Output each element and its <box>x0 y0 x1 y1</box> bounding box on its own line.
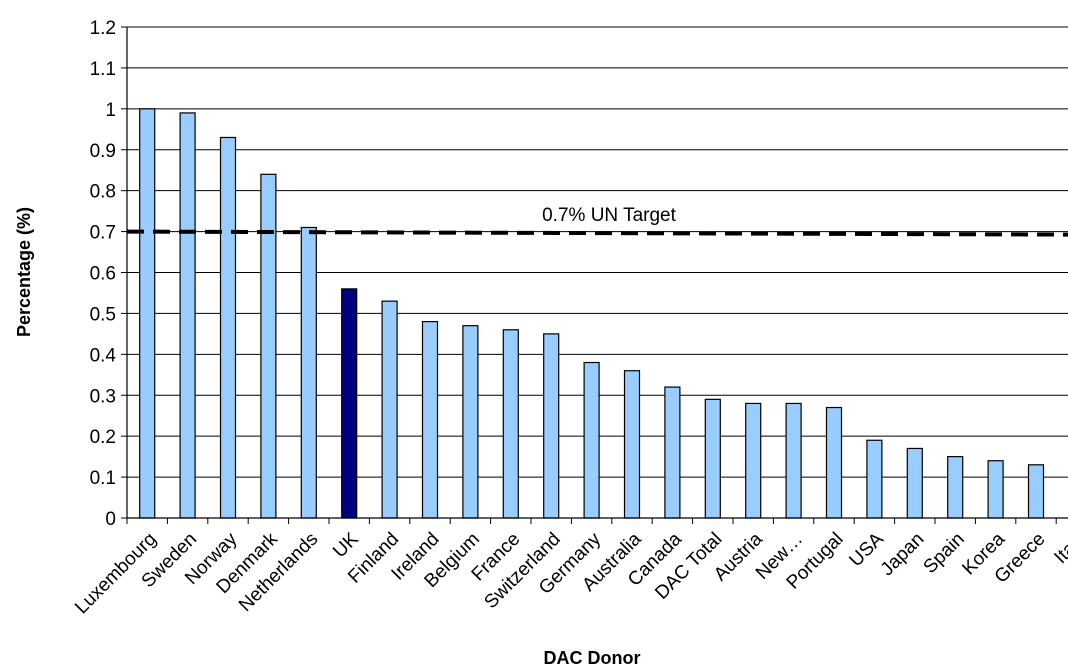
bar-austria <box>745 402 762 519</box>
x-axis-title: DAC Donor <box>544 648 641 668</box>
y-tick-label: 1 <box>105 100 116 121</box>
x-tick-label: UK <box>329 528 363 562</box>
bar-canada <box>664 386 681 519</box>
target-dashed-line <box>126 229 1068 237</box>
x-tick-label: Japan <box>877 529 928 580</box>
bar-australia <box>623 370 641 519</box>
y-tick-label: 0.5 <box>90 304 116 325</box>
bar-norway <box>219 136 237 519</box>
bar-uk <box>341 288 358 519</box>
bar-korea <box>987 460 1004 519</box>
axes <box>121 26 1068 524</box>
bar-denmark <box>260 173 277 519</box>
y-tick-label: 0.3 <box>90 386 116 407</box>
un-target-line <box>126 229 1068 237</box>
bar-luxembourg <box>139 108 156 519</box>
y-tick-label: 0.6 <box>90 264 116 285</box>
bar-dac-total <box>704 398 721 519</box>
bar-new <box>785 402 802 519</box>
bar-germany <box>583 361 600 519</box>
y-tick-label: 0.2 <box>90 427 116 448</box>
bar-greece <box>1027 464 1045 519</box>
y-tick-label: 0.4 <box>90 345 117 366</box>
x-tick-label: Italy <box>1050 528 1068 568</box>
bar-netherlands <box>300 226 317 519</box>
bar-finland <box>381 300 398 519</box>
bar-japan <box>906 447 923 519</box>
bar-spain <box>947 456 964 519</box>
y-tick-labels: 0 0.1 0.2 0.3 0.4 0.5 0.6 0.7 0.8 0.9 1 1.1 1.2 <box>90 18 117 530</box>
y-tick-label: 0.1 <box>90 468 116 489</box>
y-tick-label: 0 <box>105 509 116 530</box>
gridlines <box>127 26 1068 478</box>
bar-ireland <box>421 321 439 519</box>
bar-belgium <box>462 325 479 519</box>
bars <box>139 108 1045 519</box>
x-tick-label: Spain <box>920 529 969 578</box>
bar-switzerland <box>543 333 560 519</box>
bar-usa <box>866 439 883 519</box>
bar-france <box>502 329 519 519</box>
y-axis-title: Percentage (%) <box>14 207 34 337</box>
bar-sweden <box>179 112 196 519</box>
bar-portugal <box>825 406 843 519</box>
x-tick-labels: LuxembourgSwedenNorwayDenmarkNetherlands… <box>71 528 1068 618</box>
y-tick-label: 0.7 <box>90 223 116 244</box>
y-tick-label: 0.8 <box>90 182 116 203</box>
y-tick-label: 1.1 <box>90 59 116 80</box>
y-tick-label: 0.9 <box>90 141 116 162</box>
un-target-label: 0.7% UN Target <box>542 205 676 226</box>
y-tick-label: 1.2 <box>90 18 116 39</box>
